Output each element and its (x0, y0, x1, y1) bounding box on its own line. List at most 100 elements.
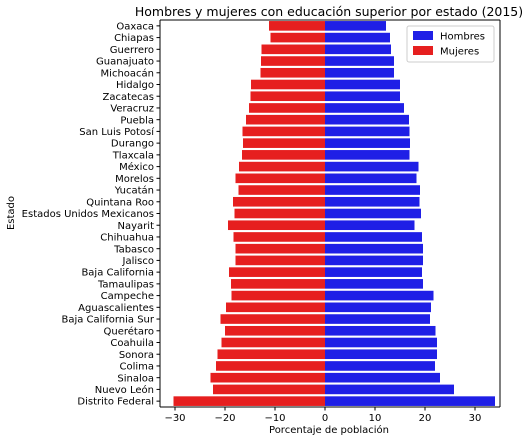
bar-hombres-sinaloa (325, 372, 440, 383)
bar-hombres-nayarit (325, 220, 415, 231)
y-tick-label: Estados Unidos Mexicanos (22, 209, 154, 220)
bar-mujeres-baja-california-sur (220, 314, 325, 324)
y-tick-label: Aguascalientes (78, 303, 154, 314)
bar-hombres-oaxaca (325, 21, 386, 31)
legend-swatch-hombres (413, 31, 433, 40)
bar-mujeres-queretaro (225, 325, 325, 336)
chart-title: Hombres y mujeres con educación superior… (135, 4, 522, 19)
y-tick-label: Quintana Roo (86, 197, 154, 208)
x-tick-label: 0 (322, 413, 328, 424)
bar-hombres-distrito-federal (325, 396, 495, 406)
y-tick-label: Chihuahua (100, 233, 154, 244)
bar-mujeres-oaxaca (269, 21, 325, 31)
y-tick-label: Yucatán (114, 185, 154, 197)
bar-hombres-michoacan (325, 67, 394, 78)
bar-hombres-coahuila (325, 337, 437, 348)
bar-mujeres-nayarit (228, 220, 325, 231)
bar-mujeres-veracruz (249, 103, 325, 113)
bar-mujeres-guanajuato (261, 56, 325, 66)
y-axis-label: Estado (6, 196, 17, 230)
bar-mujeres-yucatan (238, 185, 325, 195)
y-tick-label: Sonora (119, 350, 154, 361)
y-tick-label: San Luis Potosí (79, 126, 155, 138)
bar-mujeres-michoacan (260, 67, 325, 78)
y-tick-label: Tabasco (113, 244, 154, 255)
y-tick-label: Zacatecas (102, 92, 154, 103)
bar-hombres-estados-unidos-mexicanos (325, 208, 421, 219)
y-tick-label: Baja California Sur (61, 315, 154, 326)
bar-mujeres-sinaloa (210, 372, 325, 383)
bar-mujeres-san-luis-potosi (242, 126, 325, 137)
bar-hombres-mexico (325, 161, 419, 172)
bar-mujeres-estados-unidos-mexicanos (234, 208, 325, 219)
y-tick-label: Querétaro (104, 325, 154, 337)
bar-mujeres-aguascalientes (226, 302, 325, 313)
bar-hombres-zacatecas (325, 91, 400, 102)
bar-hombres-tlaxcala (325, 150, 410, 160)
bar-hombres-morelos (325, 173, 417, 184)
y-tick-label: México (119, 161, 154, 173)
bar-hombres-puebla (325, 114, 409, 125)
y-tick-label: Nayarit (118, 221, 155, 232)
bar-hombres-campeche (325, 290, 434, 301)
y-tick-label: Michoacán (101, 67, 154, 79)
legend-label-hombres: Hombres (440, 32, 485, 43)
bar-hombres-yucatan (325, 185, 420, 195)
bar-hombres-guerrero (325, 44, 391, 55)
bar-mujeres-morelos (235, 173, 325, 184)
y-tick-label: Colima (119, 362, 154, 373)
y-tick-label: Chiapas (114, 33, 154, 44)
bar-mujeres-mexico (239, 161, 325, 172)
bar-hombres-durango (325, 138, 410, 148)
y-tick-label: Tlaxcala (112, 150, 154, 161)
y-tick-label: Distrito Federal (77, 397, 154, 408)
y-tick-label: Morelos (115, 174, 154, 185)
bar-hombres-nuevo-leon (325, 384, 454, 395)
bars (173, 21, 495, 406)
y-tick-label: Hidalgo (116, 80, 154, 91)
bar-hombres-tabasco (325, 243, 423, 254)
bar-hombres-san-luis-potosi (325, 126, 410, 137)
bar-hombres-chihuahua (325, 232, 422, 242)
x-tick-label: 30 (469, 413, 482, 424)
bar-mujeres-colima (216, 361, 325, 371)
y-tick-labels: OaxacaChiapasGuerreroGuanajuatoMichoacán… (22, 21, 160, 408)
bar-mujeres-puebla (246, 114, 325, 125)
y-tick-label: Oaxaca (116, 21, 154, 32)
x-axis-ticks: −30 −20 −10 0 10 20 30 (164, 407, 481, 424)
x-axis-label: Porcentaje de población (269, 424, 389, 436)
y-tick-label: Tamaulipas (97, 279, 154, 290)
bar-hombres-jalisco (325, 255, 423, 266)
y-tick-label: Nuevo León (95, 384, 154, 396)
bar-mujeres-baja-california (229, 267, 325, 277)
bar-mujeres-sonora (217, 349, 325, 360)
y-tick-label: Coahuila (110, 338, 154, 349)
bar-mujeres-guerrero (261, 44, 325, 55)
legend: Hombres Mujeres (406, 25, 495, 63)
bar-mujeres-jalisco (235, 255, 325, 266)
x-tick-label: 20 (419, 413, 432, 424)
x-tick-label: −10 (264, 413, 285, 424)
legend-swatch-mujeres (413, 46, 433, 55)
x-tick-label: 10 (369, 413, 382, 424)
bar-mujeres-coahuila (221, 337, 325, 348)
bar-hombres-quintana-roo (325, 196, 420, 207)
y-tick-label: Campeche (101, 291, 154, 302)
bar-mujeres-tlaxcala (242, 150, 325, 160)
y-tick-label: Puebla (120, 115, 154, 126)
y-tick-label: Durango (111, 139, 154, 150)
bar-mujeres-hidalgo (251, 79, 325, 90)
bar-hombres-baja-california-sur (325, 314, 430, 324)
bar-mujeres-zacatecas (250, 91, 325, 102)
legend-label-mujeres: Mujeres (440, 47, 479, 58)
bar-mujeres-durango (243, 138, 325, 148)
y-tick-label: Baja California (81, 268, 154, 279)
bar-hombres-chiapas (325, 32, 390, 43)
bar-hombres-hidalgo (325, 79, 400, 90)
bar-mujeres-tabasco (235, 243, 325, 254)
y-tick-label: Guanajuato (96, 57, 154, 68)
y-tick-label: Veracruz (110, 104, 154, 115)
bar-hombres-sonora (325, 349, 437, 360)
bar-mujeres-chiapas (270, 32, 325, 43)
